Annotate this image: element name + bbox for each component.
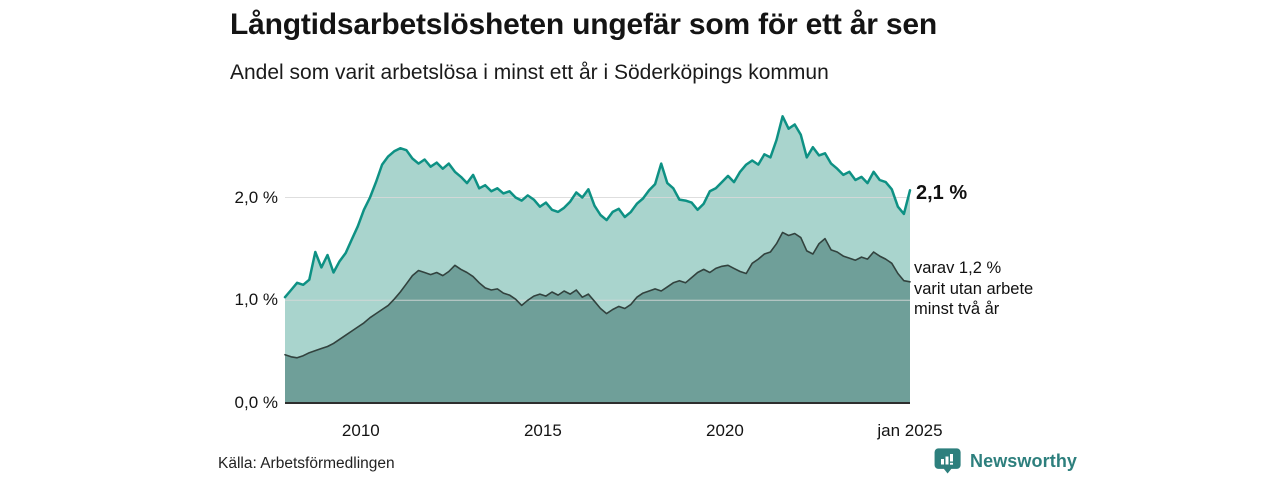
total-line-series	[283, 115, 912, 299]
gridlines	[285, 197, 910, 301]
newsworthy-logo-icon	[934, 448, 961, 474]
two-year-line-series	[284, 231, 911, 359]
x-tick-label: jan 2025	[877, 421, 943, 440]
y-tick-label: 0,0 %	[234, 393, 278, 412]
page-title: Långtidsarbetslösheten ungefär som för e…	[230, 8, 938, 41]
x-tick-label: 2010	[341, 421, 380, 440]
x-tick-label: 2015	[523, 421, 562, 440]
y-tick-label: 1,0 %	[234, 290, 278, 310]
x-tick-label: 2020	[706, 421, 744, 440]
source-note: Källa: Arbetsförmedlingen	[218, 455, 395, 472]
two-year-end-value-label: varav 1,2 % varit utan arbete minst två …	[914, 259, 1034, 318]
total-end-value-label: 2,1 %	[916, 182, 968, 204]
newsworthy-logo-text: Newsworthy	[970, 451, 1078, 471]
y-tick-label: 2,0 %	[234, 187, 278, 207]
page-subtitle: Andel som varit arbetslösa i minst ett å…	[230, 61, 829, 84]
newsworthy-brand: Newsworthy	[934, 447, 1077, 477]
